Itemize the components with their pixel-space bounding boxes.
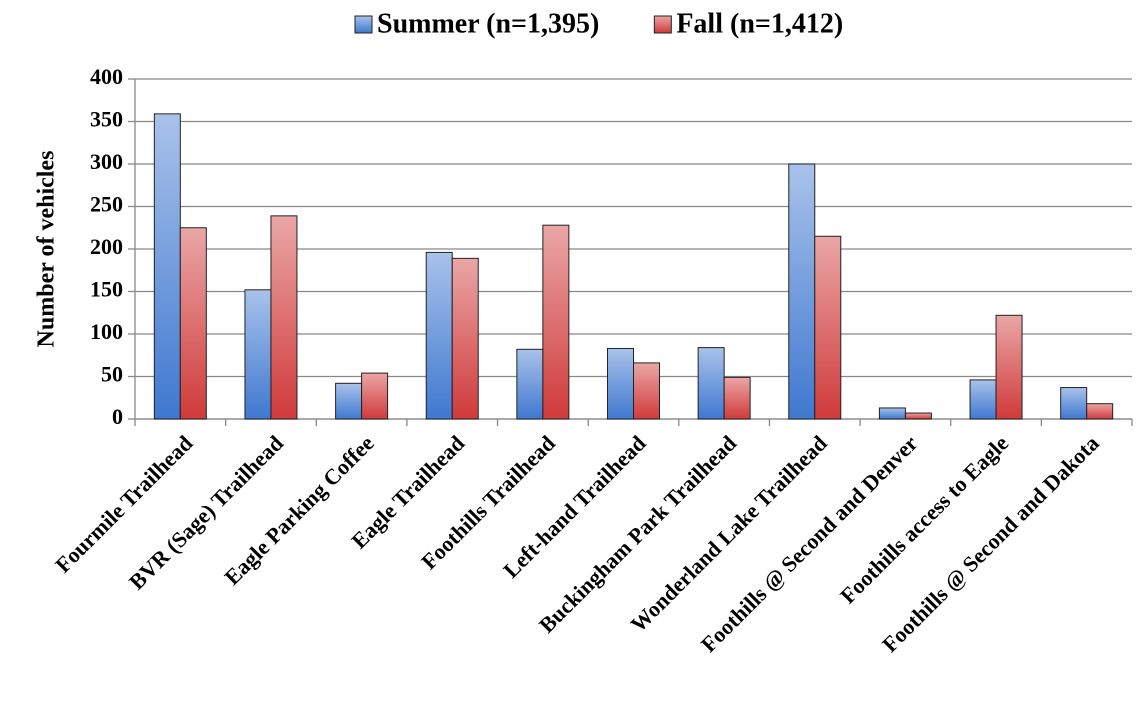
bar	[697, 347, 725, 420]
y-tick-label: 200	[90, 234, 123, 259]
legend: Summer (n=1,395) Fall (n=1,412)	[354, 8, 843, 39]
bar	[723, 376, 751, 420]
bar	[270, 215, 298, 420]
y-axis-label: Number of vehicles	[34, 151, 60, 348]
bar	[244, 289, 272, 420]
y-tick-label: 300	[90, 149, 123, 174]
bar	[788, 163, 816, 420]
legend-swatch	[653, 15, 672, 34]
y-tick-label: 50	[101, 362, 123, 387]
x-tick-label: Eagle Parking Coffee	[219, 430, 379, 590]
bar	[516, 348, 544, 420]
bar	[1086, 403, 1114, 420]
legend-swatch	[354, 15, 373, 34]
bar	[542, 224, 570, 420]
bar	[814, 235, 842, 420]
bar	[425, 251, 453, 420]
bar	[607, 347, 634, 420]
y-tick-label: 0	[112, 404, 123, 429]
bar	[451, 257, 479, 420]
bar	[904, 412, 932, 420]
y-tick-label: 150	[90, 277, 123, 302]
x-tick-label: BVR (Sage) Trailhead	[124, 430, 288, 594]
y-tick-label: 400	[90, 64, 123, 89]
bar	[179, 227, 207, 420]
bar	[153, 113, 181, 420]
bar	[878, 407, 906, 420]
bar	[361, 372, 389, 420]
y-tick-label: 350	[90, 107, 123, 132]
x-tick-label: Foothills access to Eagle	[835, 430, 1013, 608]
bar	[633, 362, 660, 420]
bar	[335, 382, 363, 420]
y-tick-label: 100	[90, 319, 123, 344]
legend-label: Summer (n=1,395)	[377, 8, 599, 39]
bar	[995, 314, 1023, 420]
legend-label: Fall (n=1,412)	[676, 8, 843, 39]
y-tick-label: 250	[90, 192, 123, 217]
bar	[969, 379, 997, 420]
bar	[1060, 387, 1088, 420]
